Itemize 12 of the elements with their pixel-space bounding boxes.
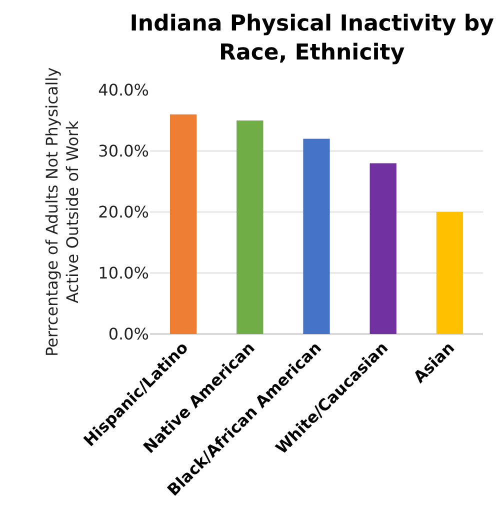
y-tick-label: 10.0%	[98, 264, 149, 283]
y-tick-label: 40.0%	[98, 80, 149, 100]
y-tick-label: 30.0%	[98, 142, 149, 161]
y-axis-title: Perrcentage of Adults Not Physically Active Outside of Work	[42, 67, 82, 357]
bar	[370, 163, 396, 334]
bar	[236, 120, 264, 334]
bar	[303, 138, 330, 334]
y-tick-label: 20.0%	[98, 202, 149, 222]
y-tick-label: 0.0%	[108, 324, 149, 344]
chart-title: Indiana Physical Inactivity by Race, Ethnicity	[130, 12, 494, 66]
bar	[436, 212, 464, 334]
bar	[170, 114, 197, 334]
